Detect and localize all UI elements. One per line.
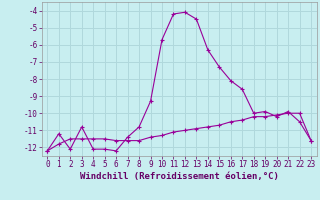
X-axis label: Windchill (Refroidissement éolien,°C): Windchill (Refroidissement éolien,°C) [80, 172, 279, 181]
